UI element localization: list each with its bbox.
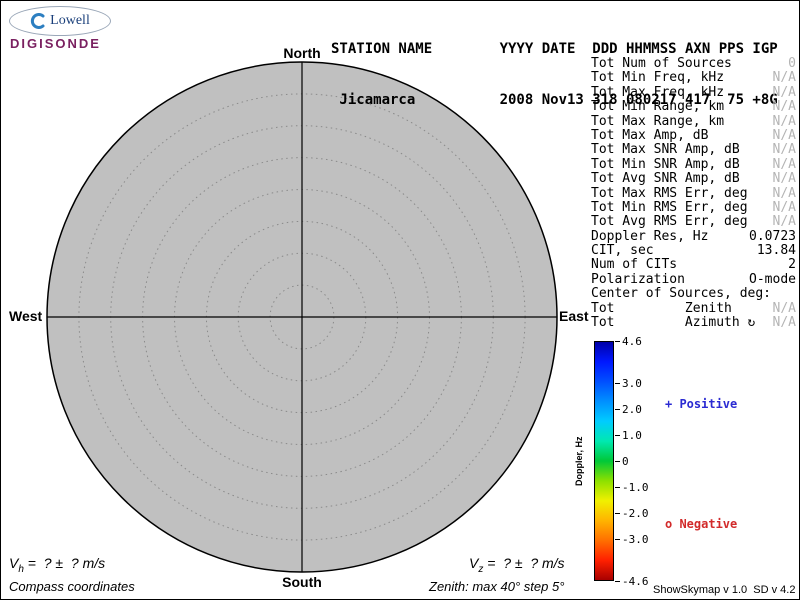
stat-value: N/A xyxy=(772,315,796,331)
zenith-scale-label: Zenith: max 40° step 5° xyxy=(429,579,565,594)
stat-label: Doppler Res, Hz xyxy=(591,228,709,244)
stat-row: Tot Min SNR Amp, dB N/A xyxy=(591,156,796,172)
horizontal-velocity-readout: Vh = ? ± ? m/s xyxy=(9,555,106,575)
colorbar-tick: 2.0 xyxy=(615,403,642,416)
stat-value: N/A xyxy=(772,142,796,158)
totals-stats-panel: Tot Num of Sources 0 Tot Min Freq, kHz N/A… xyxy=(591,56,796,331)
stat-label: Tot Max RMS Err, deg xyxy=(591,185,748,201)
stat-value: N/A xyxy=(772,156,796,172)
colorbar-tick: -4.6 xyxy=(615,575,649,588)
stat-value: N/A xyxy=(772,113,796,129)
stat-label: Tot Max Range, km xyxy=(591,113,725,129)
stat-label: CIT, sec xyxy=(591,243,654,259)
negative-doppler-legend: o Negative xyxy=(665,517,738,531)
colorbar-tick: 3.0 xyxy=(615,377,642,390)
stat-label: Tot Min RMS Err, deg xyxy=(591,199,748,215)
stat-label: Num of CITs xyxy=(591,257,678,273)
colorbar-tick: -3.0 xyxy=(615,533,649,546)
stat-row: Tot Num of Sources 0 xyxy=(591,56,796,71)
positive-doppler-legend: + Positive xyxy=(665,397,738,411)
compass-label-north: North xyxy=(283,45,321,61)
colorbar-tick: 0 xyxy=(615,455,629,468)
stat-row: Tot Avg SNR Amp, dB N/A xyxy=(591,171,796,187)
doppler-colorbar xyxy=(594,341,614,581)
stat-value: 0 xyxy=(788,56,796,71)
lowell-swoosh-icon xyxy=(31,13,45,29)
stat-row: Tot Max Amp, dB N/A xyxy=(591,127,796,143)
colorbar-tick: 1.0 xyxy=(615,429,642,442)
header-values-line: Jicamarca 2008 Nov13 318 080217 417 75 +… xyxy=(331,92,778,108)
stat-label: Tot Avg RMS Err, deg xyxy=(591,214,748,230)
stat-row: Center of Sources, deg: xyxy=(591,286,796,302)
stat-label: Tot Zenith xyxy=(591,300,732,316)
crosshair-lines xyxy=(47,62,557,572)
app-version-label: ShowSkymap v 1.0 SD v 4.2 xyxy=(653,584,796,596)
stat-row: Tot Avg RMS Err, deg N/A xyxy=(591,214,796,230)
stat-label: Tot Azimuth ↻ xyxy=(591,315,756,331)
compass-label-east: East xyxy=(559,308,589,324)
stat-label: Tot Min Range, km xyxy=(591,99,725,115)
stat-value: N/A xyxy=(772,199,796,215)
stat-row: Num of CITs 2 xyxy=(591,257,796,273)
stat-row: Doppler Res, Hz 0.0723 xyxy=(591,228,796,244)
stat-value: N/A xyxy=(772,214,796,230)
stat-row: Tot Zenith N/A xyxy=(591,300,796,316)
colorbar-tick-labels: 4.6 3.0 2.0 1.0 0 -1.0 -2.0 -3.0 -4.6 xyxy=(615,335,660,588)
colorbar-tick: 4.6 xyxy=(615,335,642,348)
vertical-velocity-readout: Vz = ? ± ? m/s xyxy=(469,555,565,575)
stat-label: Tot Max Amp, dB xyxy=(591,127,709,143)
stat-label: Polarization xyxy=(591,271,685,287)
stat-row: Tot Max SNR Amp, dB N/A xyxy=(591,142,796,158)
logo-brand-text: Lowell xyxy=(50,13,90,28)
stat-row: Tot Max Freq, kHz N/A xyxy=(591,84,796,100)
stat-value: O-mode xyxy=(749,271,796,287)
stat-row: Tot Min RMS Err, deg N/A xyxy=(591,199,796,215)
stat-value: 0.0723 xyxy=(749,228,796,244)
stat-value: N/A xyxy=(772,70,796,86)
stat-label: Tot Max Freq, kHz xyxy=(591,84,725,100)
stat-row: Tot Azimuth ↻ N/A xyxy=(591,315,796,331)
stat-value: N/A xyxy=(772,99,796,115)
stat-label: Tot Avg SNR Amp, dB xyxy=(591,171,740,187)
stat-label: Tot Min SNR Amp, dB xyxy=(591,156,740,172)
compass-label-south: South xyxy=(282,574,322,590)
stat-row: CIT, sec 13.84 xyxy=(591,243,796,259)
stat-row: Tot Max Range, km N/A xyxy=(591,113,796,129)
stat-label: Tot Max SNR Amp, dB xyxy=(591,142,740,158)
stat-label: Center of Sources, deg: xyxy=(591,286,772,302)
stat-row: Tot Min Range, km N/A xyxy=(591,99,796,115)
stat-value: 2 xyxy=(788,257,796,273)
stat-value: N/A xyxy=(772,84,796,100)
compass-label-west: West xyxy=(9,308,43,324)
header-columns-line: STATION NAME YYYY DATE DDD HHMMSS AXN PP… xyxy=(331,41,778,57)
colorbar-tick: -1.0 xyxy=(615,481,649,494)
logo-product-text: DIGISONDE xyxy=(10,36,101,51)
lowell-logo: Lowell xyxy=(9,6,111,36)
stat-value: N/A xyxy=(772,300,796,316)
colorbar-tick: -2.0 xyxy=(615,507,649,520)
colorbar-axis-title: Doppler, Hz xyxy=(574,436,584,486)
stat-value: N/A xyxy=(772,171,796,187)
stat-label: Tot Min Freq, kHz xyxy=(591,70,725,86)
stat-row: Tot Min Freq, kHz N/A xyxy=(591,70,796,86)
stat-value: N/A xyxy=(772,185,796,201)
stat-row: Polarization O-mode xyxy=(591,271,796,287)
stat-row: Tot Max RMS Err, deg N/A xyxy=(591,185,796,201)
stat-value: N/A xyxy=(772,127,796,143)
coordinate-system-label: Compass coordinates xyxy=(9,579,135,594)
stat-value: 13.84 xyxy=(756,243,796,259)
stat-label: Tot Num of Sources xyxy=(591,56,732,71)
station-header: STATION NAME YYYY DATE DDD HHMMSS AXN PP… xyxy=(331,7,778,143)
